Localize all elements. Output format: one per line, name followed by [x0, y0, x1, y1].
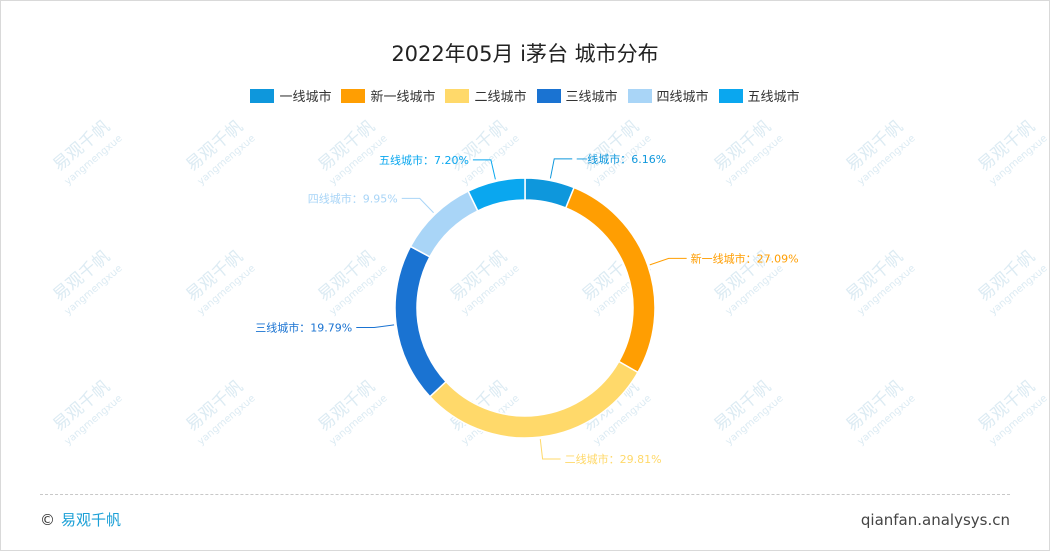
- legend-label: 四线城市: [656, 90, 709, 105]
- chart-legend: 一线城市 新一线城市 二线城市 三线城市 四线城市 五线城市: [0, 86, 1050, 105]
- leader-line: [649, 257, 687, 266]
- legend-item[interactable]: 五线城市: [718, 86, 800, 105]
- footer-brand: © 易观千帆: [40, 509, 121, 530]
- legend-swatch: [718, 88, 743, 103]
- legend-label: 三线城市: [565, 90, 618, 105]
- legend-item[interactable]: 四线城市: [627, 86, 709, 105]
- donut-slice[interactable]: [564, 186, 656, 374]
- legend-swatch: [627, 88, 652, 103]
- data-label: 二线城市：29.81%: [565, 452, 662, 466]
- donut-slice[interactable]: [409, 190, 479, 258]
- legend-item[interactable]: 一线城市: [250, 86, 331, 105]
- legend-label: 二线城市: [474, 90, 527, 105]
- leader-line: [401, 197, 434, 214]
- data-label: 新一线城市：27.09%: [691, 251, 799, 265]
- data-label: 四线城市：9.95%: [308, 191, 398, 205]
- legend-item[interactable]: 二线城市: [445, 86, 527, 105]
- donut-slice[interactable]: [428, 360, 639, 439]
- legend-item[interactable]: 新一线城市: [341, 86, 435, 105]
- leader-line: [539, 439, 561, 460]
- legend-item[interactable]: 三线城市: [536, 86, 618, 105]
- donut-slice[interactable]: [524, 177, 576, 209]
- legend-label: 新一线城市: [370, 90, 436, 105]
- copyright-symbol: ©: [40, 510, 55, 529]
- data-label: 三线城市：19.79%: [255, 320, 352, 334]
- legend-swatch: [536, 88, 561, 103]
- leader-line: [549, 158, 573, 179]
- donut-chart: 一线城市：6.16% 新一线城市：27.09% 二线城市：29.81% 三线城市：19…: [255, 152, 799, 466]
- legend-swatch: [445, 88, 470, 103]
- footer-divider: [40, 494, 1010, 495]
- chart-title: 2022年05月 i茅台 城市分布: [391, 42, 659, 66]
- legend-label: 五线城市: [747, 90, 800, 105]
- donut-slice[interactable]: [394, 245, 448, 398]
- legend-swatch: [341, 88, 366, 103]
- data-label: 五线城市：7.20%: [379, 153, 469, 167]
- leader-line: [356, 324, 395, 328]
- legend-label: 一线城市: [279, 90, 332, 105]
- leader-line: [472, 159, 496, 180]
- data-label: 一线城市：6.16%: [576, 152, 666, 166]
- legend-swatch: [250, 88, 275, 103]
- footer-brand-name: 易观千帆: [61, 511, 122, 529]
- donut-slice[interactable]: [467, 177, 526, 212]
- footer-site-link[interactable]: qianfan.analysys.cn: [860, 511, 1010, 529]
